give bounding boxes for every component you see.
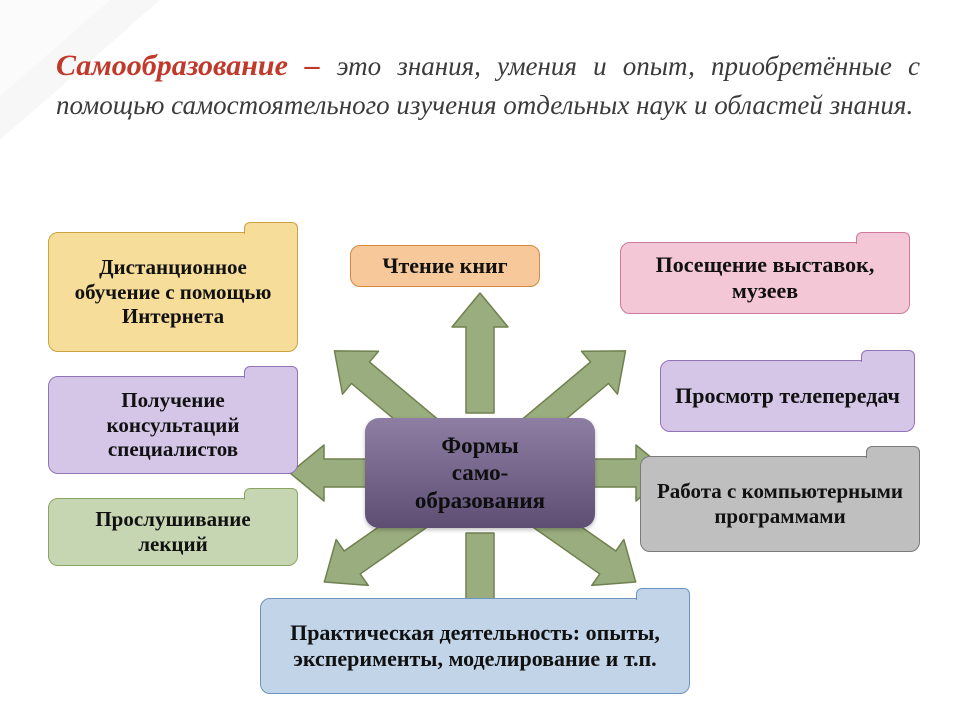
diagram-area: Формысамо-образования Чтение книг Дистанц… <box>0 200 960 720</box>
headline-dash: – <box>288 49 337 82</box>
node-n_lectures: Прослушивание лекций <box>48 498 298 566</box>
node-n_practice: Практическая деятельность: опыты, экспер… <box>260 598 690 694</box>
node-n_consult: Получение консультаций специалистов <box>48 376 298 474</box>
headline: Самообразование – это знания, умения и о… <box>56 46 920 123</box>
hub: Формысамо-образования <box>365 418 595 528</box>
node-n_distance: Дистанционное обучение с помощью Интерне… <box>48 232 298 352</box>
node-n_museums: Посещение выставок, музеев <box>620 242 910 314</box>
headline-term: Самообразование <box>56 49 288 82</box>
node-n_software: Работа с компьютерными программами <box>640 456 920 552</box>
node-n_tv: Просмотр телепередач <box>660 360 915 432</box>
node-n_reading: Чтение книг <box>350 245 540 287</box>
